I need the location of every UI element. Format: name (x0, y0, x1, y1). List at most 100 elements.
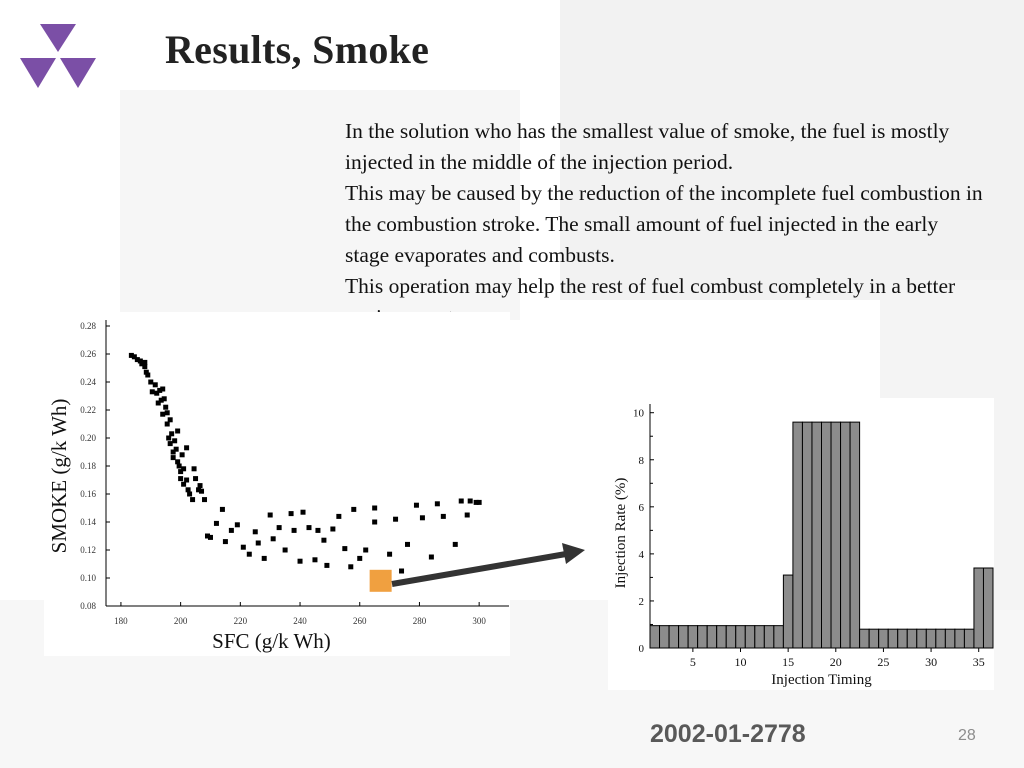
bar (868, 628, 880, 649)
x-tick-label: 25 (877, 655, 889, 669)
data-point (172, 438, 178, 444)
data-point (440, 513, 446, 519)
data-point (473, 499, 479, 505)
bar (706, 625, 718, 649)
data-point (219, 506, 225, 512)
data-point (330, 526, 336, 532)
background-shape (120, 90, 520, 320)
y-tick-label: 0.26 (80, 349, 96, 359)
bar (782, 574, 794, 649)
bar (792, 421, 803, 649)
data-point (413, 502, 419, 508)
bar (840, 421, 851, 649)
data-point (399, 568, 405, 574)
bar (925, 628, 937, 649)
data-point (137, 358, 143, 364)
bar (773, 625, 784, 649)
x-tick-label: 220 (234, 616, 248, 626)
bar (716, 625, 727, 649)
x-tick-label: 260 (353, 616, 367, 626)
data-point (164, 410, 170, 416)
data-point (158, 397, 164, 403)
x-axis-title: SFC (g/k Wh) (212, 629, 331, 653)
data-point (161, 396, 167, 402)
data-point (393, 516, 399, 522)
data-point (139, 361, 145, 367)
data-point (321, 537, 327, 543)
slide-title: Results, Smoke (165, 27, 430, 72)
x-tick-label: 30 (925, 655, 937, 669)
bar (859, 628, 870, 649)
x-axis-title: Injection Timing (771, 672, 872, 688)
data-point (476, 499, 482, 505)
data-point (434, 501, 440, 507)
logo-triangle (20, 58, 56, 88)
data-point (202, 497, 208, 503)
y-tick-label: 6 (639, 502, 645, 514)
bar (659, 625, 670, 649)
bar (982, 567, 994, 649)
arrow-head-icon (562, 543, 585, 564)
data-point (166, 435, 172, 441)
data-point (184, 477, 190, 483)
data-point (179, 452, 185, 458)
data-point (190, 497, 196, 503)
data-point (178, 476, 184, 482)
data-point (315, 527, 321, 533)
data-point (261, 555, 267, 561)
background-shape (560, 0, 1024, 300)
data-point (167, 441, 173, 447)
y-tick-label: 0.14 (80, 517, 96, 527)
y-tick-label: 8 (639, 455, 645, 467)
y-axis-title: SMOKE (g/k Wh) (47, 399, 71, 554)
data-point (176, 463, 182, 469)
data-point (170, 455, 176, 461)
data-point (163, 404, 169, 410)
data-point (143, 369, 149, 375)
data-point (164, 421, 170, 427)
injection-rate-svg: 0 2 4 6 8 10 5 10 15 20 25 30 35 Injection Timing Inje… (613, 404, 994, 688)
data-point (324, 562, 330, 568)
data-point (134, 357, 140, 363)
bar (697, 625, 708, 649)
bar (916, 628, 927, 649)
x-tick-label: 5 (690, 655, 696, 669)
bar (649, 625, 661, 649)
data-point (178, 469, 184, 475)
data-point (351, 506, 357, 512)
data-point (152, 382, 158, 388)
y-tick-label: 0.18 (80, 461, 96, 471)
data-point (155, 400, 161, 406)
bar (678, 625, 689, 649)
data-point (142, 364, 148, 370)
paper-code: 2002-01-2778 (650, 720, 806, 748)
y-tick-label: 0 (639, 643, 645, 655)
data-point (222, 539, 228, 545)
bar (801, 421, 813, 649)
data-point (363, 547, 369, 553)
x-tick-label: 35 (973, 655, 985, 669)
x-tick-label: 280 (413, 616, 427, 626)
data-point (234, 522, 240, 528)
x-tick-label: 20 (830, 655, 842, 669)
data-point (207, 534, 213, 540)
y-tick-label: 0.20 (80, 433, 96, 443)
x-tick-label: 300 (472, 616, 486, 626)
body-paragraph: This may be caused by the reduction of t… (345, 181, 983, 267)
data-point (181, 481, 187, 487)
data-point (170, 449, 176, 455)
injection-rate-chart: 0 2 4 6 8 10 5 10 15 20 25 30 35 Injection Timing Inje… (608, 398, 994, 690)
optimal-point-marker (369, 569, 392, 592)
data-point (128, 352, 134, 358)
x-tick-label: 180 (114, 616, 128, 626)
data-point (145, 372, 151, 378)
y-axis-title: Injection Rate (%) (613, 478, 629, 589)
data-point (184, 445, 190, 451)
data-point (197, 483, 203, 489)
y-tick-label: 0.08 (80, 601, 96, 611)
x-tick-label: 10 (735, 655, 747, 669)
data-point (160, 411, 166, 417)
data-point (270, 536, 276, 542)
bar (744, 625, 756, 649)
data-point (240, 544, 246, 550)
